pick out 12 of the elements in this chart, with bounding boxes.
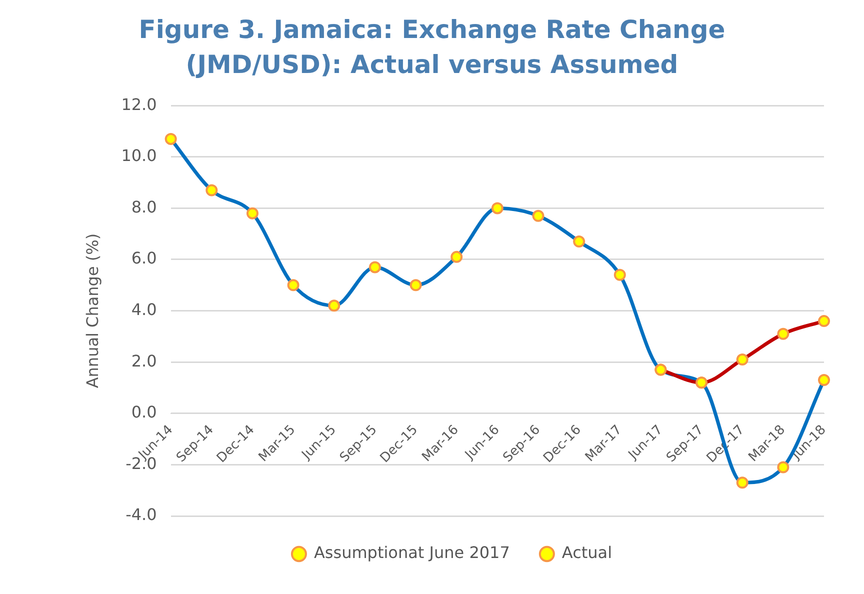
- y-tick-label: 8.0: [131, 197, 157, 216]
- y-axis-title: Annual Change (%): [82, 233, 102, 388]
- chart-title: Figure 3. Jamaica: Exchange Rate Change (JMD/USD): Actual versus Assumed: [138, 14, 726, 81]
- y-tick-label: 0.0: [131, 402, 157, 422]
- legend-label: Actual: [562, 543, 612, 562]
- y-tick-label: 6.0: [131, 248, 157, 268]
- legend-label: Assumptionat June 2017: [314, 543, 510, 562]
- y-tick-label: 4.0: [131, 300, 157, 319]
- y-tick-label: -4.0: [126, 505, 157, 524]
- y-tick-label: 10.0: [121, 146, 157, 166]
- y-tick-label: 2.0: [131, 351, 157, 370]
- y-tick-label: 12.0: [121, 94, 157, 114]
